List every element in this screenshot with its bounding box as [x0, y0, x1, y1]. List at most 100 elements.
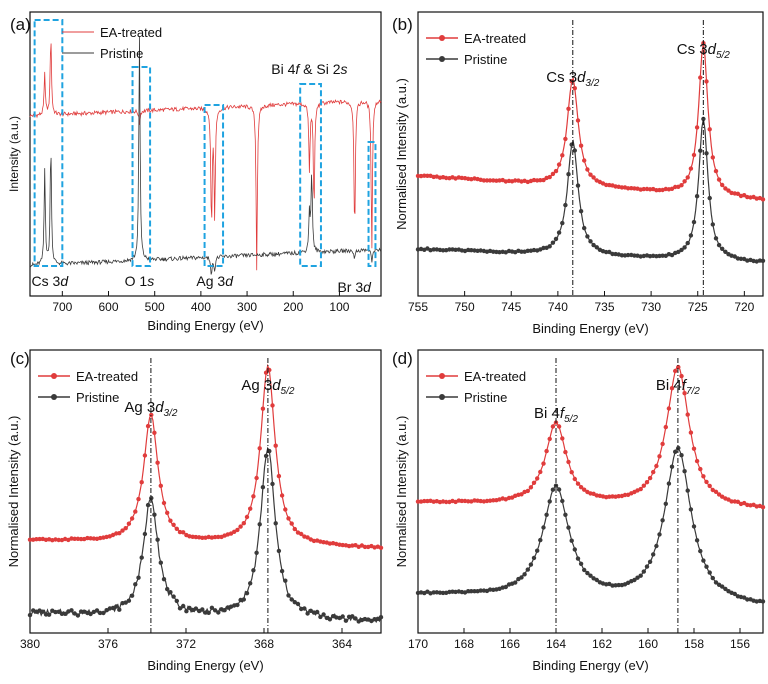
data-point — [453, 247, 458, 252]
data-point — [660, 253, 665, 258]
data-point — [142, 531, 148, 537]
data-point — [585, 234, 590, 239]
data-point — [244, 514, 250, 520]
data-point — [698, 466, 703, 472]
data-point — [723, 586, 728, 592]
region-box — [33, 19, 64, 267]
data-point — [710, 575, 715, 581]
y-axis-label: Normalised Intensity (a.u.) — [394, 78, 409, 230]
data-point — [315, 609, 320, 615]
data-point — [657, 187, 662, 193]
x-tick-label: 170 — [408, 637, 428, 651]
data-point — [440, 248, 446, 253]
x-tick-label: 725 — [688, 300, 708, 314]
data-point — [651, 469, 656, 475]
x-tick-label: 700 — [52, 300, 72, 314]
axes-frame — [417, 11, 764, 297]
data-point — [133, 582, 138, 587]
data-point — [647, 475, 653, 481]
data-point — [487, 498, 493, 503]
data-point — [444, 499, 449, 505]
data-point — [729, 499, 734, 504]
data-point — [745, 597, 750, 602]
y-axis-label: Intensity (a.u.) — [7, 116, 21, 192]
data-point — [647, 559, 653, 564]
data-point — [353, 616, 358, 621]
data-point — [660, 518, 665, 523]
x-tick-label: 100 — [329, 300, 349, 314]
data-point — [142, 453, 148, 458]
data-point — [641, 569, 646, 574]
data-point — [305, 535, 310, 540]
data-point — [547, 174, 552, 180]
data-point — [165, 510, 170, 515]
data-point — [158, 560, 163, 565]
peak-label: Cs 3d5/2 — [677, 41, 731, 61]
data-point — [222, 608, 227, 613]
data-point — [547, 244, 552, 249]
data-point — [575, 481, 581, 486]
data-point — [321, 540, 326, 545]
data-point — [422, 498, 427, 504]
x-tick-label: 160 — [638, 637, 658, 651]
x-tick-label: 164 — [546, 637, 566, 651]
data-point — [235, 527, 240, 533]
data-point — [544, 512, 549, 517]
legend-marker — [439, 394, 445, 400]
data-point — [72, 611, 77, 616]
x-tick-label: 368 — [254, 637, 274, 651]
x-tick-label: 735 — [594, 300, 614, 314]
x-tick-label: 162 — [592, 637, 612, 651]
data-point — [723, 249, 728, 254]
data-point — [685, 175, 690, 180]
legend-label: EA-treated — [100, 25, 162, 40]
data-point — [232, 529, 237, 534]
data-point — [720, 246, 725, 251]
data-point — [632, 253, 637, 258]
data-point — [181, 530, 186, 535]
data-point — [619, 253, 625, 258]
data-point — [535, 548, 540, 553]
data-point — [673, 449, 678, 454]
data-point — [704, 151, 709, 156]
data-point — [114, 604, 119, 609]
data-point — [625, 252, 631, 258]
data-point — [273, 443, 278, 448]
data-point — [123, 526, 128, 531]
y-axis-label: Normalised Intensity (a.u.) — [394, 416, 409, 568]
x-tick-label: 400 — [191, 300, 211, 314]
data-point — [270, 403, 275, 408]
data-point — [679, 373, 684, 379]
data-point — [578, 143, 584, 148]
panel-label: (b) — [392, 15, 413, 34]
data-point — [566, 459, 571, 465]
data-point — [98, 610, 103, 616]
data-point — [553, 236, 559, 242]
data-point — [616, 494, 621, 499]
data-point — [760, 505, 766, 510]
data-point — [56, 609, 61, 614]
data-point — [369, 618, 374, 624]
data-point — [651, 552, 656, 557]
data-point — [279, 568, 285, 574]
x-axis-label: Binding Energy (eV) — [532, 321, 648, 336]
data-point — [40, 609, 45, 614]
x-tick-label: 166 — [500, 637, 520, 651]
data-point — [129, 593, 135, 598]
data-point — [305, 611, 310, 616]
data-point — [244, 591, 250, 596]
data-point — [541, 177, 546, 183]
peak-label: Ag 3d3/2 — [124, 399, 178, 419]
x-tick-label: 364 — [332, 637, 352, 651]
data-point — [161, 577, 167, 582]
data-point — [171, 594, 176, 599]
data-point — [263, 453, 269, 459]
x-tick-label: 372 — [176, 637, 196, 651]
data-point — [469, 248, 474, 253]
data-point — [704, 79, 709, 84]
data-point — [440, 590, 446, 596]
data-point — [641, 186, 646, 192]
data-point — [694, 458, 700, 464]
x-tick-label: 380 — [20, 637, 40, 651]
